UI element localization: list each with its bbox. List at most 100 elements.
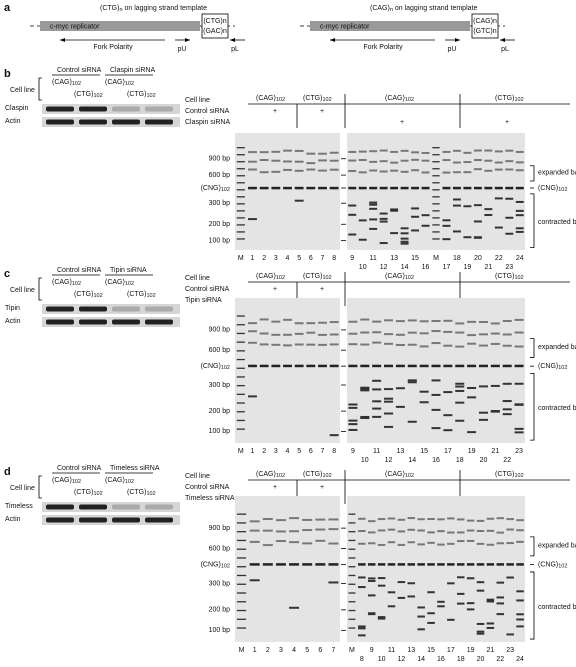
gel-band xyxy=(455,385,465,388)
gel-band xyxy=(417,529,425,532)
gel-band xyxy=(395,387,405,390)
gel-band xyxy=(259,318,269,321)
gel-band xyxy=(502,364,512,368)
text-part: (CAG) xyxy=(256,273,276,280)
gel-band xyxy=(505,216,514,219)
lane-number: 9 xyxy=(370,647,374,654)
gel-band xyxy=(421,224,430,227)
blot xyxy=(42,104,180,114)
text-part: 102 xyxy=(221,187,230,193)
blot-label: Actin xyxy=(5,118,21,125)
gel-band xyxy=(516,519,524,522)
gel xyxy=(347,496,525,642)
cell-line-name: (CTG)102 xyxy=(74,91,103,100)
text-part: 102 xyxy=(146,293,155,299)
lane-number: 7 xyxy=(321,448,325,455)
text-part: 102 xyxy=(514,275,523,281)
gel-band xyxy=(360,415,370,418)
row-label: Cell line xyxy=(185,97,210,104)
gel-band xyxy=(463,186,472,190)
annotation: (CNG)102 xyxy=(538,363,567,372)
text-part: (CAG) xyxy=(52,279,72,286)
repeat-bottom: (GTC)n xyxy=(473,28,496,35)
gel-band xyxy=(294,186,304,190)
gel-band xyxy=(259,343,269,346)
gel-band xyxy=(473,149,482,152)
gel-band xyxy=(315,518,326,521)
blot-band xyxy=(46,119,74,125)
panel-label: b xyxy=(4,68,11,80)
gel-band xyxy=(315,563,326,566)
gel-band xyxy=(348,403,358,406)
gel-band xyxy=(467,386,477,389)
annotation: contracted bands xyxy=(538,219,576,226)
gel-band xyxy=(262,529,273,532)
gel-band xyxy=(262,517,273,520)
text-part: (CNG) xyxy=(538,185,558,192)
ladder-band xyxy=(236,217,245,219)
marker-label: 300 bp xyxy=(209,382,231,389)
gel-band xyxy=(259,332,269,335)
replicator-bar xyxy=(310,21,470,31)
gel-band xyxy=(384,397,394,400)
gel-band xyxy=(463,205,472,208)
gel-band xyxy=(514,331,524,334)
gel-band xyxy=(369,227,378,230)
header-cell-line: (CAG)102 xyxy=(256,471,285,480)
gel-band xyxy=(515,209,524,212)
gel-band xyxy=(329,159,339,162)
plus-mark: + xyxy=(273,286,277,293)
gel-band xyxy=(294,364,304,368)
gel-band xyxy=(506,542,514,545)
gel-band xyxy=(360,343,370,346)
ladder-band xyxy=(236,419,245,422)
gel-band xyxy=(367,520,376,523)
gel-band xyxy=(275,563,286,566)
bracket xyxy=(530,536,535,557)
gel-band xyxy=(486,626,495,629)
ladder-band xyxy=(236,592,247,594)
gel-band xyxy=(456,576,465,579)
gel-band xyxy=(421,214,430,217)
gel-band xyxy=(329,168,339,171)
ladder-band xyxy=(236,548,247,550)
lane-number: 2 xyxy=(262,255,266,262)
gel-band xyxy=(407,420,417,423)
ladder-band xyxy=(432,231,440,233)
lane-number: 11 xyxy=(388,647,395,654)
gel-band xyxy=(476,632,485,635)
gel-band xyxy=(502,413,512,416)
gel-band xyxy=(515,227,524,230)
gel-band xyxy=(411,186,420,190)
gel-band xyxy=(411,215,420,218)
gel-band xyxy=(437,543,445,546)
gel-band xyxy=(486,600,495,603)
gel-band xyxy=(447,531,455,534)
gel-band xyxy=(348,332,358,335)
gel-band xyxy=(496,517,505,520)
gel-band xyxy=(358,219,367,222)
lane-number: 19 xyxy=(464,264,472,271)
gel-band xyxy=(476,542,485,545)
ladder-band xyxy=(348,601,356,603)
cell-line-name: (CAG)102 xyxy=(105,477,134,486)
gel-band xyxy=(473,236,482,239)
gel-band xyxy=(514,318,524,321)
ladder-band xyxy=(236,574,247,577)
lane-number: 10 xyxy=(359,264,367,271)
ladder-band xyxy=(432,161,440,163)
lane-number: 14 xyxy=(401,264,409,271)
gel-band xyxy=(427,531,435,534)
gel-band xyxy=(377,543,386,546)
header-cell-line: (CAG)102 xyxy=(256,273,285,282)
text-part: (CAG) xyxy=(370,5,390,12)
gel-band xyxy=(358,563,366,566)
gel-band xyxy=(516,590,524,593)
marker-label: 900 bp xyxy=(209,156,231,163)
ladder-band xyxy=(348,557,356,559)
gel-band xyxy=(478,320,488,323)
text-part: 102 xyxy=(558,187,567,193)
ladder-band xyxy=(348,627,356,629)
gel-band xyxy=(377,584,386,587)
gel-band xyxy=(377,529,386,532)
